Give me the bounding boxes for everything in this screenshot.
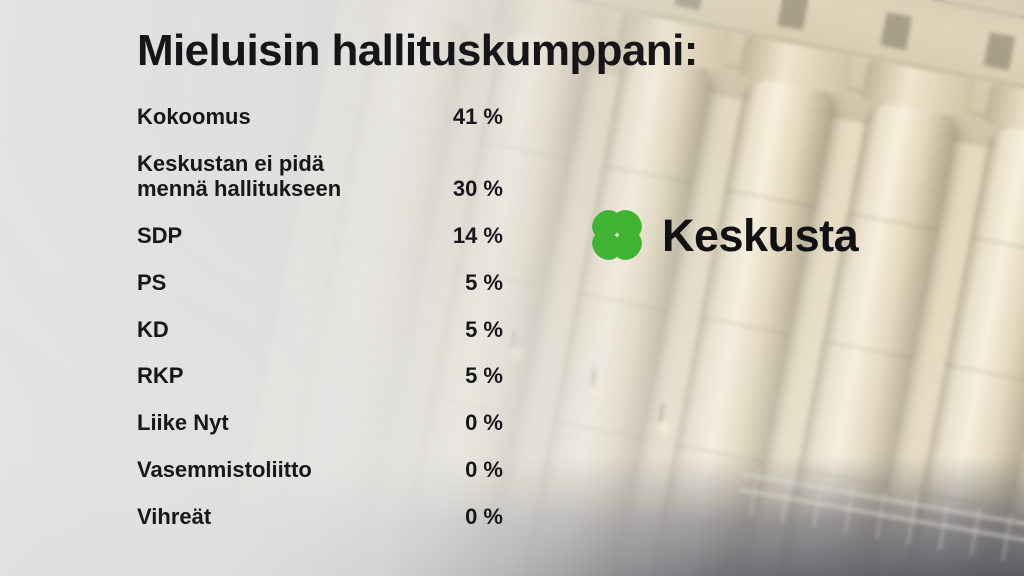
table-row: RKP 5 % bbox=[137, 363, 503, 389]
party-label: Liike Nyt bbox=[137, 410, 229, 436]
keskusta-logo: Keskusta bbox=[586, 204, 859, 266]
table-row: Keskustan ei pidä mennä hallitukseen 30 … bbox=[137, 151, 503, 202]
party-label: Vasemmistoliitto bbox=[137, 456, 312, 482]
party-label: Keskustan ei pidä mennä hallitukseen bbox=[137, 150, 342, 202]
keskusta-wordmark: Keskusta bbox=[662, 209, 859, 261]
party-percentage: 5 % bbox=[465, 316, 503, 342]
poll-results-table: Kokoomus 41 % Keskustan ei pidä mennä ha… bbox=[137, 104, 503, 550]
party-label: PS bbox=[137, 269, 167, 295]
table-row: Kokoomus 41 % bbox=[137, 104, 503, 130]
party-percentage: 5 % bbox=[465, 363, 503, 389]
table-row: PS 5 % bbox=[137, 270, 503, 296]
party-percentage: 0 % bbox=[465, 410, 503, 436]
party-percentage: 41 % bbox=[452, 104, 503, 129]
party-percentage: 30 % bbox=[452, 176, 503, 202]
party-label: KD bbox=[137, 316, 169, 342]
table-row: Vasemmistoliitto 0 % bbox=[137, 457, 503, 483]
party-percentage: 14 % bbox=[452, 223, 503, 249]
four-leaf-clover-icon bbox=[586, 204, 648, 266]
page-title: Mieluisin hallituskumppani: bbox=[137, 26, 698, 75]
party-percentage: 5 % bbox=[465, 269, 503, 295]
table-row: KD 5 % bbox=[137, 317, 503, 343]
table-row: SDP 14 % bbox=[137, 223, 503, 249]
party-label: RKP bbox=[137, 363, 184, 389]
party-label: SDP bbox=[137, 223, 183, 249]
party-label: Kokoomus bbox=[137, 104, 251, 129]
table-row: Vihreät 0 % bbox=[137, 504, 503, 530]
table-row: Liike Nyt 0 % bbox=[137, 410, 503, 436]
party-label: Vihreät bbox=[137, 503, 212, 529]
party-percentage: 0 % bbox=[465, 503, 503, 529]
party-percentage: 0 % bbox=[465, 456, 503, 482]
